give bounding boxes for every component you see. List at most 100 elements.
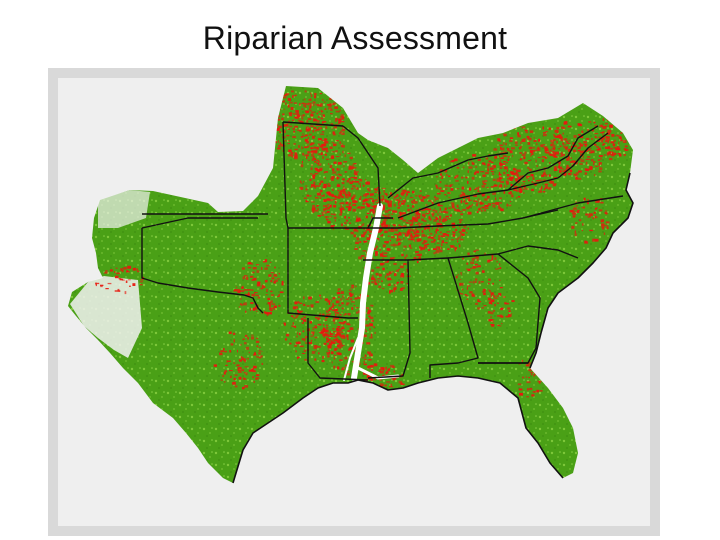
impaired-speck xyxy=(365,182,368,185)
impaired-speck xyxy=(326,324,328,327)
impaired-speck xyxy=(463,197,465,200)
impaired-speck xyxy=(473,280,475,284)
impaired-speck xyxy=(335,308,338,312)
impaired-speck xyxy=(322,114,325,117)
impaired-speck xyxy=(332,328,335,330)
impaired-speck xyxy=(456,166,460,169)
impaired-speck xyxy=(336,185,341,187)
impaired-speck xyxy=(328,206,330,210)
impaired-speck xyxy=(383,252,388,254)
impaired-speck xyxy=(323,342,327,345)
impaired-speck xyxy=(463,225,467,228)
impaired-speck xyxy=(478,207,482,209)
impaired-speck xyxy=(477,159,481,161)
impaired-speck xyxy=(354,246,356,248)
impaired-speck xyxy=(317,323,322,326)
impaired-speck xyxy=(475,166,478,168)
impaired-speck xyxy=(447,218,451,220)
impaired-speck xyxy=(478,186,480,189)
impaired-speck xyxy=(293,130,296,133)
impaired-speck xyxy=(320,110,324,113)
impaired-speck xyxy=(517,134,521,138)
impaired-speck xyxy=(349,222,352,224)
impaired-speck xyxy=(427,208,432,211)
impaired-speck xyxy=(597,159,601,161)
impaired-speck xyxy=(316,205,318,208)
impaired-speck xyxy=(585,213,589,216)
impaired-speck xyxy=(333,316,337,320)
impaired-speck xyxy=(236,364,240,367)
impaired-speck xyxy=(579,219,582,222)
impaired-speck xyxy=(341,132,345,135)
impaired-speck xyxy=(600,201,604,204)
impaired-speck xyxy=(481,162,486,165)
impaired-speck xyxy=(347,191,350,194)
impaired-speck xyxy=(339,190,343,193)
impaired-speck xyxy=(334,348,337,351)
impaired-speck xyxy=(352,185,356,188)
impaired-speck xyxy=(615,134,619,137)
impaired-speck xyxy=(559,164,561,166)
impaired-speck xyxy=(379,383,383,385)
impaired-speck xyxy=(511,147,515,150)
impaired-speck xyxy=(349,166,353,170)
impaired-speck xyxy=(333,213,336,216)
impaired-speck xyxy=(420,198,424,202)
impaired-speck xyxy=(513,188,517,191)
impaired-speck xyxy=(240,356,243,358)
louisiana-border xyxy=(307,318,369,381)
impaired-speck xyxy=(539,390,543,392)
impaired-speck xyxy=(407,231,410,235)
impaired-speck xyxy=(303,316,306,319)
impaired-speck xyxy=(398,224,401,227)
impaired-speck xyxy=(406,275,409,277)
impaired-speck xyxy=(330,123,333,125)
impaired-speck xyxy=(278,294,280,297)
impaired-speck xyxy=(560,152,562,155)
impaired-speck xyxy=(417,234,420,237)
impaired-speck xyxy=(581,230,583,232)
impaired-speck xyxy=(237,349,238,353)
impaired-speck xyxy=(320,297,322,300)
impaired-speck xyxy=(368,359,372,361)
impaired-speck xyxy=(323,330,327,333)
impaired-speck xyxy=(340,205,342,208)
impaired-speck xyxy=(352,164,354,167)
impaired-speck xyxy=(449,214,452,217)
impaired-speck xyxy=(240,344,242,346)
impaired-speck xyxy=(411,200,414,203)
impaired-speck xyxy=(400,288,403,290)
impaired-speck xyxy=(450,188,454,191)
impaired-speck xyxy=(600,157,602,160)
impaired-speck xyxy=(589,152,592,154)
impaired-speck xyxy=(363,383,366,386)
impaired-speck xyxy=(550,180,554,184)
impaired-speck xyxy=(347,330,351,332)
impaired-speck xyxy=(532,147,535,149)
impaired-speck xyxy=(387,209,392,211)
impaired-speck xyxy=(553,156,558,158)
impaired-speck xyxy=(370,304,373,307)
impaired-speck xyxy=(364,364,367,366)
impaired-speck xyxy=(302,114,305,117)
impaired-speck xyxy=(413,239,416,242)
impaired-speck xyxy=(580,159,585,163)
impaired-speck xyxy=(609,147,614,150)
impaired-speck xyxy=(347,152,351,154)
impaired-speck xyxy=(292,119,295,122)
impaired-speck xyxy=(497,268,500,270)
impaired-speck xyxy=(323,204,325,207)
impaired-speck xyxy=(269,123,271,125)
impaired-speck xyxy=(313,345,318,347)
impaired-speck xyxy=(509,191,512,194)
impaired-speck xyxy=(249,308,252,311)
impaired-speck xyxy=(583,206,585,209)
impaired-speck xyxy=(488,301,491,303)
impaired-speck xyxy=(307,151,310,154)
impaired-speck xyxy=(378,227,383,230)
impaired-speck xyxy=(323,139,327,142)
impaired-speck xyxy=(301,353,306,354)
impaired-speck xyxy=(125,280,128,283)
sparse-panhandle xyxy=(98,190,150,228)
impaired-speck xyxy=(385,241,390,243)
